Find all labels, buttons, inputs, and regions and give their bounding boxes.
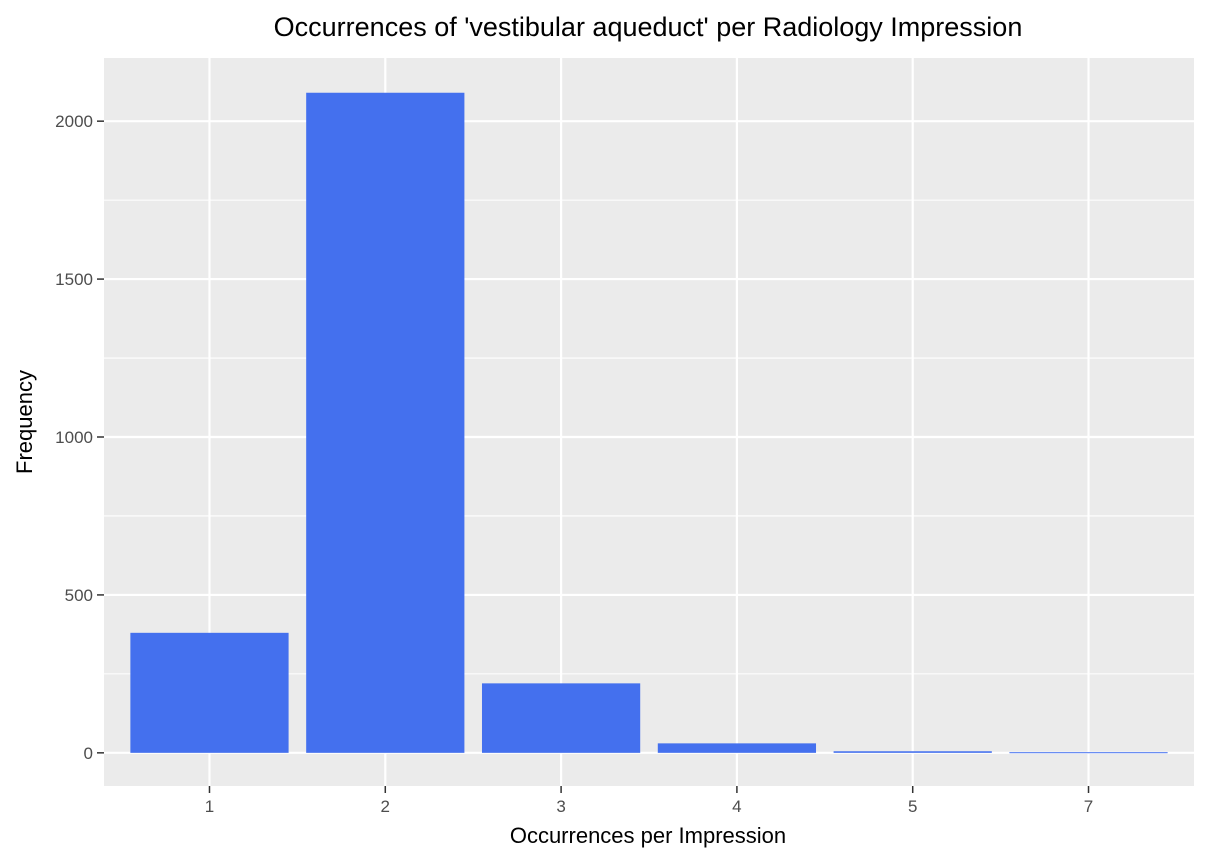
y-axis-title: Frequency [12,370,37,474]
bar-1 [130,632,289,753]
x-tick-label: 3 [556,797,565,816]
bar-2 [306,92,465,753]
chart-title: Occurrences of 'vestibular aqueduct' per… [274,12,1023,42]
x-tick-label: 7 [1084,797,1093,816]
y-axis-ticks: 0 500 1000 1500 2000 [55,112,104,763]
bar-7 [1009,752,1168,754]
bar-4 [657,743,817,753]
x-tick-label: 4 [732,797,741,816]
y-tick-label: 1500 [55,270,93,289]
x-tick-label: 2 [381,797,390,816]
y-tick-label: 1000 [55,428,93,447]
y-tick-label: 0 [84,744,93,763]
bar-3 [481,683,641,753]
x-tick-label: 5 [908,797,917,816]
x-tick-label: 1 [205,797,214,816]
bar-5 [833,751,992,753]
y-tick-label: 2000 [55,112,93,131]
x-axis-ticks: 1 2 3 4 5 7 [205,786,1093,816]
bar-series [130,92,1168,754]
x-axis-title: Occurrences per Impression [510,823,786,848]
y-tick-label: 500 [65,586,93,605]
